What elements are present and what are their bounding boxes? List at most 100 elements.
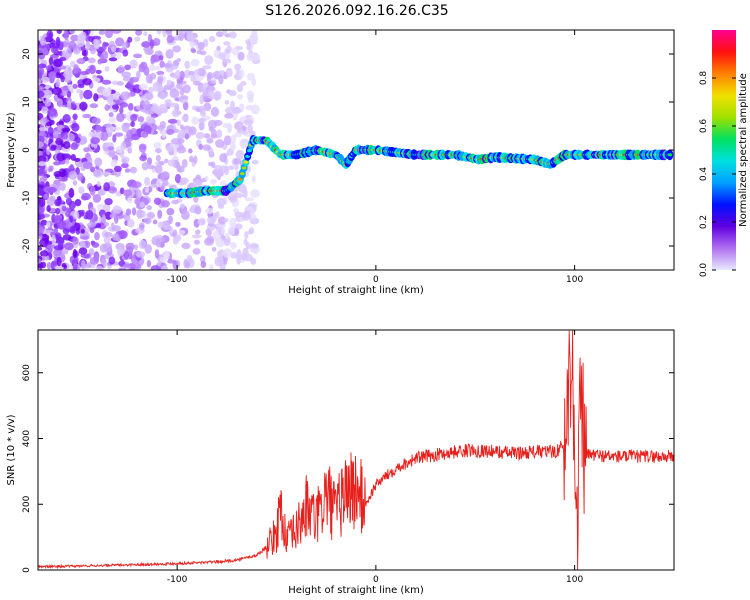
spectrogram-noise-cell xyxy=(46,30,54,40)
spectrogram-noise-cell xyxy=(46,244,56,249)
spectrogram-noise-cell xyxy=(82,113,92,119)
spectrogram-noise-cell xyxy=(163,84,172,91)
spectrogram-noise-cell xyxy=(160,220,170,228)
x-tick-label: 0 xyxy=(373,575,379,585)
spectrogram-noise-cell xyxy=(45,122,53,127)
snr-panel: -100 0 100 0 200 400 600 Height of straight li… xyxy=(6,329,675,596)
spectrogram-noise-cell xyxy=(242,125,247,132)
spectrogram-noise-cell xyxy=(104,211,113,220)
spectrogram-noise-cell xyxy=(190,48,197,54)
spectrogram-noise-cell xyxy=(103,182,110,192)
spectrogram-noise-cell xyxy=(135,251,146,258)
spectrogram-noise-cell xyxy=(112,134,117,143)
spectrogram-noise-cell xyxy=(90,137,100,145)
spectrogram-noise-cell xyxy=(76,39,85,48)
spectrogram-noise-cell xyxy=(152,219,158,225)
spectrogram-noise-cell xyxy=(198,118,207,123)
spectrogram-noise-cell xyxy=(107,96,113,105)
spectrogram-noise-cell xyxy=(154,50,163,56)
spectrogram-noise-cell xyxy=(237,94,243,100)
spectrogram-noise-cell xyxy=(179,87,185,96)
spectrogram-noise-cell xyxy=(111,104,119,110)
spectrogram-noise-cell xyxy=(152,37,161,46)
spectrogram-noise-cell xyxy=(104,198,113,206)
spectrogram-noise-cell xyxy=(40,76,51,82)
spectrogram-noise-cell xyxy=(251,159,259,165)
spectrogram-noise-cell xyxy=(219,153,228,163)
spectrogram-noise-cell xyxy=(39,226,45,234)
y-tick-label: 10 xyxy=(22,96,32,108)
spectrogram-noise-cell xyxy=(177,138,185,144)
spectrogram-noise-cell xyxy=(99,30,106,35)
spectrogram-noise-cell xyxy=(149,39,155,50)
spectrogram-noise-cell xyxy=(156,30,162,35)
spectrogram-noise-cell xyxy=(69,255,79,265)
spectrogram-noise-cell xyxy=(67,100,72,111)
spectrogram-noise-cell xyxy=(133,244,138,250)
spectrogram-noise-cell xyxy=(218,74,224,85)
y-tick-label: -20 xyxy=(22,238,32,253)
spectrogram-noise-cell xyxy=(238,69,245,78)
spectrogram-noise-cell xyxy=(129,59,138,69)
spectrogram-noise-cell xyxy=(150,113,159,118)
spectrogram-noise-cell xyxy=(246,40,252,51)
spectrogram-noise-cell xyxy=(211,246,217,252)
spectrogram-noise-cell xyxy=(228,89,237,97)
spectrogram-noise-cell xyxy=(151,168,157,174)
spectrogram-noise-cell xyxy=(126,218,135,228)
spectrogram-noise-cell xyxy=(234,63,242,71)
spectrogram-noise-cell xyxy=(133,53,143,59)
spectrogram-noise-cell xyxy=(199,50,207,56)
spectrogram-y-axis-label: Frequency (Hz) xyxy=(6,112,17,188)
spectrogram-noise-cell xyxy=(222,248,233,258)
spectrogram-noise-cell xyxy=(83,147,90,153)
spectrogram-noise-cell xyxy=(218,52,227,60)
spectrogram-noise-cell xyxy=(195,229,201,235)
spectrogram-noise-cell xyxy=(131,263,142,270)
spectrogram-noise-cell xyxy=(138,144,147,153)
spectrogram-noise-cell xyxy=(47,107,58,118)
spectrogram-noise-cell xyxy=(162,30,167,38)
spectrogram-noise-cell xyxy=(142,99,151,110)
spectrogram-noise-cell xyxy=(79,101,88,111)
spectrogram-noise-cell xyxy=(219,165,228,173)
spectrogram-noise-cell xyxy=(111,225,122,232)
spectrogram-noise-cell xyxy=(71,122,80,132)
spectrogram-noise-cell xyxy=(164,99,172,108)
y-tick-label: 0 xyxy=(22,567,32,573)
spectrogram-noise-cell xyxy=(166,207,175,216)
spectrogram-noise-cell xyxy=(88,131,95,138)
spectrogram-noise-cell xyxy=(166,128,175,136)
spectrogram-noise-cell xyxy=(188,126,197,136)
spectrogram-noise-cell xyxy=(228,165,235,171)
spectrogram-noise-cell xyxy=(91,242,100,248)
spectrogram-noise-cell xyxy=(156,84,164,93)
spectrogram-noise-cell xyxy=(68,187,75,198)
spectrogram-noise-cell xyxy=(136,209,145,219)
spectrogram-noise-cell xyxy=(165,49,174,59)
spectrogram-noise-cell xyxy=(149,64,156,72)
x-tick-label: -100 xyxy=(167,275,188,285)
spectrogram-noise-cell xyxy=(115,37,125,47)
spectrogram-noise-cell xyxy=(38,127,49,132)
spectrogram-noise-cell xyxy=(223,58,232,64)
spectrogram-noise-cell xyxy=(150,265,161,270)
spectrogram-noise-cell xyxy=(227,226,235,236)
spectrogram-noise-cell xyxy=(166,79,172,86)
spectrogram-noise-cell xyxy=(112,233,120,241)
spectrogram-noise-cell xyxy=(38,135,45,143)
spectrogram-noise-cell xyxy=(191,116,199,125)
spectrogram-noise-cell xyxy=(226,45,232,54)
spectrogram-noise-cell xyxy=(203,237,214,246)
spectrogram-noise-cell xyxy=(89,185,96,196)
y-tick-label: 400 xyxy=(22,430,32,447)
spectrogram-noise-cell xyxy=(204,55,214,66)
spectrogram-noise-cell xyxy=(169,102,179,108)
spectrogram-noise-cell xyxy=(229,194,238,203)
spectrogram-noise-cell xyxy=(49,133,54,143)
spectrogram-noise-cell xyxy=(137,116,145,123)
spectrogram-noise-cell xyxy=(141,161,149,171)
spectrogram-noise-cell xyxy=(42,89,53,99)
spectrogram-noise-cell xyxy=(134,36,141,42)
spectrogram-noise-cell xyxy=(179,124,184,130)
